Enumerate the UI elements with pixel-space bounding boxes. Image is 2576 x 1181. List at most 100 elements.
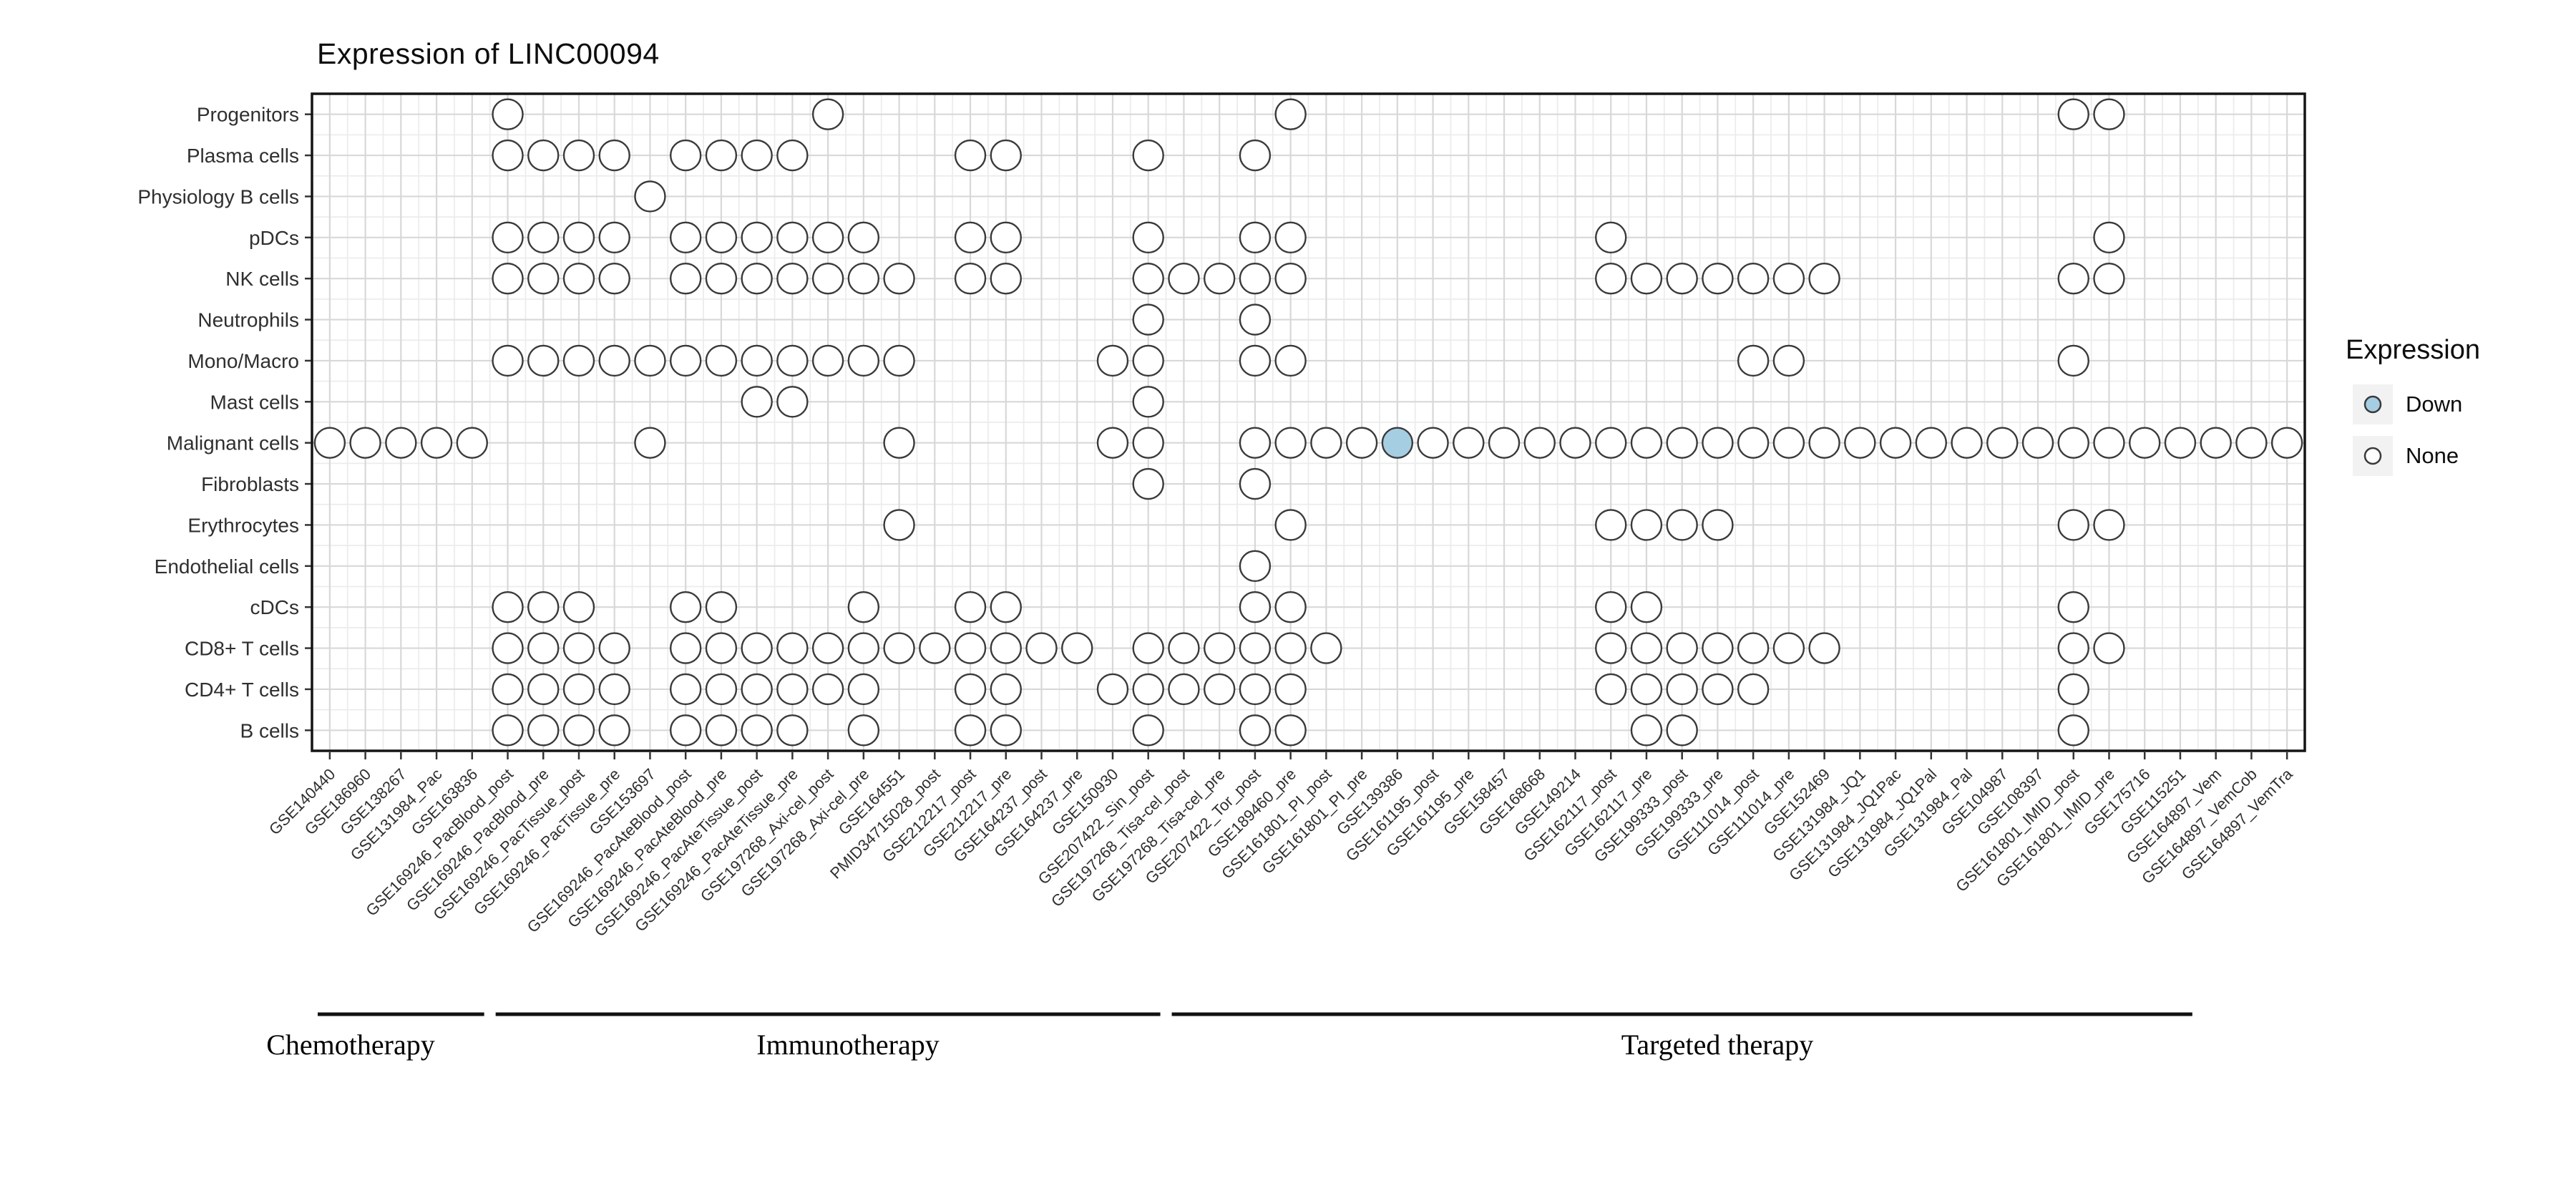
legend-label-none: None <box>2406 443 2459 468</box>
expression-dot <box>1239 590 1272 623</box>
expression-dot <box>1417 427 1449 459</box>
expression-dot <box>1772 632 1805 664</box>
expression-dot <box>1595 221 1627 254</box>
expression-dot <box>1274 509 1307 541</box>
expression-dot <box>1595 427 1627 459</box>
expression-dot <box>2057 262 2089 295</box>
expression-dot <box>598 221 630 254</box>
expression-dot <box>1274 262 1307 295</box>
expression-dot <box>385 427 417 459</box>
expression-dot <box>562 632 595 664</box>
expression-dot <box>1808 262 1840 295</box>
expression-dot <box>1559 427 1591 459</box>
expression-dot <box>1879 427 1912 459</box>
expression-dot <box>1239 427 1272 459</box>
therapy-group-label: Targeted therapy <box>1621 1029 1814 1061</box>
expression-dot <box>669 632 702 664</box>
expression-dot <box>1702 509 1734 541</box>
expression-dot <box>847 632 880 664</box>
expression-dot <box>1132 139 1164 172</box>
expression-dot <box>1239 221 1272 254</box>
expression-dot <box>1737 427 1770 459</box>
panel-border <box>311 92 2306 752</box>
expression-dot <box>598 344 630 377</box>
expression-dot <box>527 139 560 172</box>
expression-dot <box>1310 632 1342 664</box>
expression-dot <box>847 262 880 295</box>
expression-dot <box>669 139 702 172</box>
expression-dot <box>1595 673 1627 706</box>
expression-dot <box>741 673 773 706</box>
expression-dot <box>527 344 560 377</box>
expression-dot <box>1666 427 1698 459</box>
expression-dot <box>883 509 915 541</box>
expression-dot <box>1986 427 2019 459</box>
expression-dot <box>492 221 524 254</box>
therapy-group-label: Chemotherapy <box>266 1029 435 1061</box>
expression-dot <box>1132 221 1164 254</box>
expression-dot <box>990 632 1022 664</box>
expression-dot <box>2057 344 2089 377</box>
expression-dot <box>1737 262 1770 295</box>
expression-dot <box>634 344 666 377</box>
expression-dot <box>1132 386 1164 418</box>
expression-dot <box>1274 221 1307 254</box>
expression-dot <box>954 139 987 172</box>
expression-dot <box>1630 262 1663 295</box>
expression-dot <box>705 262 738 295</box>
expression-dot <box>2093 509 2125 541</box>
expression-dot <box>2093 98 2125 130</box>
expression-dot <box>2164 427 2197 459</box>
expression-dot <box>1772 344 1805 377</box>
expression-dot <box>598 714 630 747</box>
expression-dot <box>598 632 630 664</box>
legend-title: Expression <box>2346 335 2480 365</box>
expression-dot <box>456 427 488 459</box>
expression-dot <box>562 590 595 623</box>
expression-dot <box>1595 590 1627 623</box>
expression-dot <box>1808 632 1840 664</box>
expression-dot <box>741 344 773 377</box>
expression-dot <box>741 714 773 747</box>
expression-dot <box>847 344 880 377</box>
expression-dot <box>990 590 1022 623</box>
expression-dot <box>1630 673 1663 706</box>
expression-dot <box>990 673 1022 706</box>
expression-dot <box>954 221 987 254</box>
expression-dot <box>1274 590 1307 623</box>
expression-dot <box>919 632 951 664</box>
expression-dot <box>1453 427 1485 459</box>
expression-dot <box>669 221 702 254</box>
expression-dot <box>954 262 987 295</box>
expression-dot <box>1132 632 1164 664</box>
expression-dot <box>562 673 595 706</box>
expression-dot <box>705 221 738 254</box>
expression-dot <box>669 262 702 295</box>
expression-dot <box>2235 427 2268 459</box>
expression-dot <box>1274 632 1307 664</box>
expression-dot <box>420 427 453 459</box>
expression-dot <box>1772 427 1805 459</box>
expression-dot <box>776 221 809 254</box>
expression-dot <box>1345 427 1378 459</box>
expression-dot <box>1666 714 1698 747</box>
expression-dot <box>1132 714 1164 747</box>
legend-item-down: Down <box>2353 384 2480 424</box>
expression-dot <box>1168 673 1200 706</box>
expression-dot <box>562 262 595 295</box>
expression-dot <box>1595 632 1627 664</box>
expression-dot <box>2057 714 2089 747</box>
expression-dot <box>562 714 595 747</box>
expression-dot <box>492 714 524 747</box>
expression-dot <box>883 632 915 664</box>
expression-dot <box>527 714 560 747</box>
expression-dot <box>669 344 702 377</box>
expression-dot <box>598 139 630 172</box>
expression-dot <box>1239 467 1272 500</box>
expression-dot <box>2057 98 2089 130</box>
expression-dot <box>705 139 738 172</box>
expression-dot <box>634 427 666 459</box>
expression-dot <box>954 714 987 747</box>
expression-dot <box>1630 714 1663 747</box>
y-axis-label: Fibroblasts <box>201 473 299 495</box>
